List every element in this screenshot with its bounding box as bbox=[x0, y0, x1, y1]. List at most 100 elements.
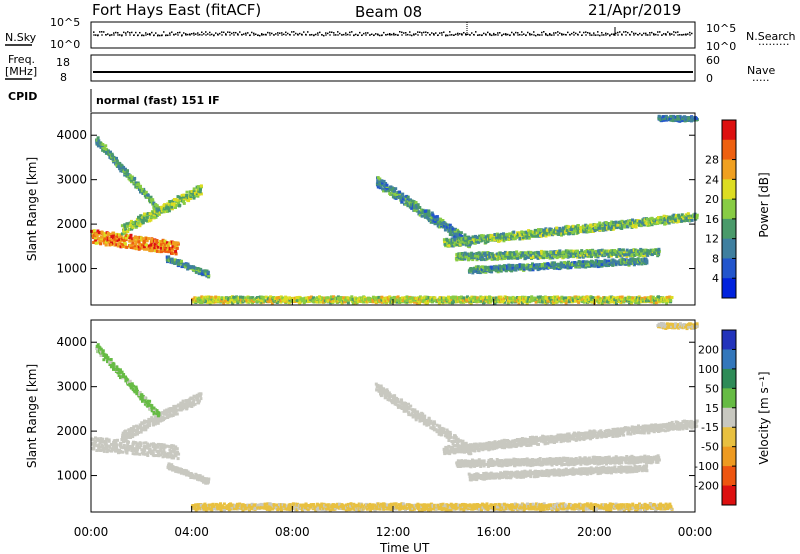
power-cell bbox=[252, 299, 256, 303]
power-cell bbox=[407, 198, 411, 202]
power-cell bbox=[167, 245, 170, 249]
power-cell bbox=[473, 241, 477, 245]
power-cell bbox=[388, 295, 392, 299]
sky-noise-point bbox=[637, 33, 639, 36]
power-cell bbox=[457, 255, 461, 259]
cpid-value: normal (fast) 151 IF bbox=[96, 94, 220, 107]
power-cell bbox=[429, 220, 433, 224]
power-cell bbox=[459, 231, 463, 235]
power-cell bbox=[503, 300, 506, 304]
sky-noise-point bbox=[659, 31, 661, 33]
power-cell bbox=[409, 202, 413, 206]
power-cell bbox=[620, 262, 624, 266]
sky-noise-point bbox=[137, 34, 139, 37]
sky-noise-point bbox=[201, 31, 203, 34]
power-cell bbox=[595, 260, 598, 264]
power-cell bbox=[534, 266, 538, 269]
power-cell bbox=[564, 249, 568, 253]
power-cell bbox=[203, 269, 207, 273]
power-cell bbox=[499, 295, 503, 299]
power-cell bbox=[460, 256, 464, 260]
power-cell bbox=[125, 234, 128, 238]
power-cell bbox=[130, 175, 134, 179]
power-cell bbox=[456, 240, 460, 244]
colorbar-frame bbox=[721, 119, 737, 299]
power-cell bbox=[527, 229, 531, 233]
sky-noise-point bbox=[681, 34, 683, 36]
power-cell bbox=[346, 301, 350, 305]
velocity-cell bbox=[162, 443, 166, 447]
power-cell bbox=[523, 299, 526, 303]
power-cell bbox=[208, 298, 212, 302]
velocity-cell bbox=[136, 442, 140, 446]
power-cell bbox=[415, 301, 419, 305]
power-cell bbox=[486, 251, 490, 254]
sky-noise-point bbox=[173, 33, 175, 36]
power-cell bbox=[556, 295, 560, 299]
power-cell bbox=[409, 296, 412, 300]
power-cell bbox=[257, 297, 261, 301]
power-cell bbox=[548, 296, 552, 300]
power-cell bbox=[209, 295, 213, 299]
sky-noise-point bbox=[285, 31, 287, 34]
power-cell bbox=[160, 205, 164, 209]
power-cell bbox=[631, 250, 634, 254]
power-cell bbox=[455, 240, 459, 244]
sky-noise-point bbox=[309, 34, 311, 36]
power-cell bbox=[448, 298, 452, 302]
power-cell bbox=[167, 209, 171, 213]
velocity-cell bbox=[148, 444, 152, 448]
power-cell bbox=[481, 253, 485, 256]
power-cell bbox=[462, 237, 466, 241]
power-cell bbox=[542, 228, 546, 232]
power-cell bbox=[227, 296, 231, 300]
power-cell bbox=[450, 241, 454, 245]
power-cell bbox=[133, 176, 137, 180]
power-cell bbox=[488, 252, 492, 255]
power-cell bbox=[653, 252, 656, 255]
power-cell bbox=[484, 254, 488, 258]
power-cell bbox=[467, 240, 471, 244]
power-cell bbox=[94, 236, 97, 240]
power-cell bbox=[672, 213, 676, 217]
power-cell bbox=[468, 245, 471, 249]
power-cell bbox=[478, 234, 482, 238]
sky-noise-point bbox=[249, 34, 251, 37]
sky-noise-point bbox=[423, 31, 425, 34]
power-cell bbox=[118, 233, 121, 237]
velocity-cell bbox=[119, 441, 123, 445]
sky-noise-point bbox=[433, 33, 435, 35]
power-cell bbox=[662, 214, 666, 218]
power-cell bbox=[288, 296, 292, 300]
power-cell bbox=[580, 251, 584, 255]
power-cell bbox=[360, 296, 363, 300]
power-cell bbox=[488, 268, 492, 272]
power-cell bbox=[548, 253, 552, 257]
power-cell bbox=[552, 230, 556, 234]
power-cell bbox=[106, 238, 110, 242]
power-cell bbox=[153, 249, 157, 253]
power-cell bbox=[445, 225, 449, 229]
power-cell bbox=[496, 300, 500, 304]
velocity-cell bbox=[106, 448, 110, 452]
velocity-cell bbox=[172, 411, 176, 415]
power-cell bbox=[113, 243, 117, 247]
power-cell bbox=[587, 297, 591, 301]
power-cell bbox=[560, 228, 564, 232]
velocity-cell bbox=[109, 361, 113, 364]
power-cell bbox=[604, 261, 607, 265]
power-cell bbox=[149, 218, 153, 222]
power-cell bbox=[569, 254, 573, 257]
velocity-cell bbox=[177, 452, 181, 456]
sky-noise-point bbox=[403, 32, 405, 34]
power-cell bbox=[509, 264, 513, 268]
velocity-cell bbox=[102, 447, 106, 450]
velocity-cell bbox=[140, 448, 144, 452]
power-cell bbox=[614, 263, 618, 267]
sky-noise-point bbox=[571, 32, 573, 35]
power-cell bbox=[124, 236, 128, 240]
power-cell bbox=[516, 235, 520, 239]
power-cell bbox=[382, 187, 386, 191]
power-cell bbox=[141, 246, 145, 250]
power-cell bbox=[312, 296, 315, 300]
